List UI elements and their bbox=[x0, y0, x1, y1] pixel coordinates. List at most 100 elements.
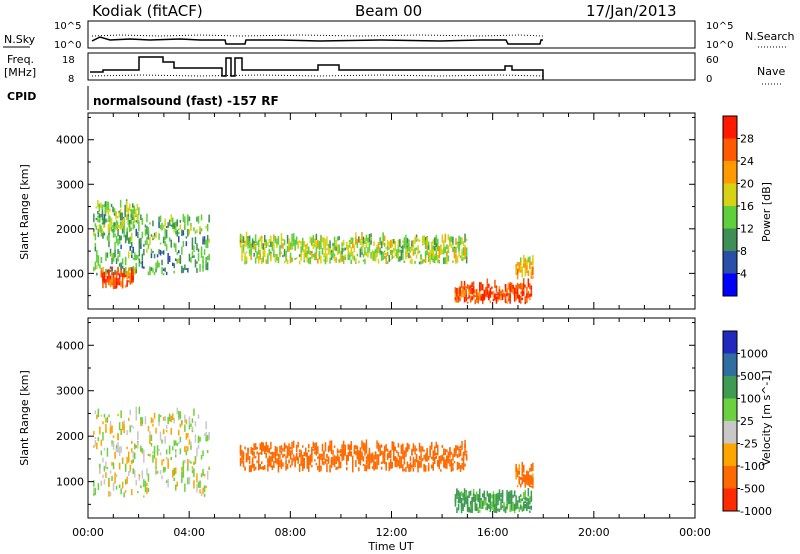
power-echo-cell bbox=[435, 246, 437, 255]
velocity-echo-cell bbox=[205, 485, 207, 489]
power-echo-cell bbox=[202, 260, 204, 269]
power-echo-cell bbox=[239, 239, 242, 243]
power-echo-cell bbox=[133, 205, 135, 215]
power-echo-cell bbox=[417, 245, 419, 250]
velocity-echo-cell bbox=[327, 457, 330, 464]
power-echo-cell bbox=[98, 213, 101, 218]
power-echo-cell bbox=[245, 256, 248, 261]
power-echo-cell bbox=[472, 281, 475, 289]
power-echo-cell bbox=[156, 254, 159, 258]
power-echo-cell bbox=[383, 255, 386, 259]
velocity-echo-cell bbox=[143, 449, 145, 456]
velocity-echo-cell bbox=[341, 452, 343, 461]
power-echo-cell bbox=[480, 294, 482, 299]
power-echo-cell bbox=[374, 248, 377, 253]
power-echo-cell bbox=[115, 235, 118, 244]
power-echo-cell bbox=[276, 238, 278, 244]
power-echo-cell bbox=[93, 213, 95, 223]
power-echo-cell bbox=[108, 240, 110, 248]
power-echo-cell bbox=[239, 233, 242, 241]
velocity-echo-cell bbox=[286, 463, 289, 469]
power-echo-cell bbox=[109, 275, 112, 283]
power-echo-cell bbox=[112, 222, 115, 230]
power-echo-cell bbox=[406, 243, 409, 246]
velocity-echo-cell bbox=[173, 440, 175, 446]
power-echo-cell bbox=[426, 237, 428, 246]
velocity-echo-cell bbox=[415, 455, 418, 458]
velocity-echo-cell bbox=[311, 453, 313, 460]
velocity-echo-cell bbox=[418, 442, 421, 451]
velocity-echo-cell bbox=[280, 459, 283, 463]
power-echo-cell bbox=[318, 250, 321, 260]
power-echo-cell bbox=[393, 256, 395, 259]
power-echo-cell bbox=[149, 266, 151, 275]
power-echo-cell bbox=[96, 272, 98, 276]
velocity-echo-cell bbox=[361, 440, 363, 449]
power-echo-cell bbox=[452, 236, 454, 245]
power-echo-cell bbox=[306, 250, 308, 254]
velocity-echo-cell bbox=[271, 451, 274, 455]
velocity-echo-cell bbox=[314, 459, 316, 462]
velocity-echo-cell bbox=[205, 435, 207, 442]
power-echo-cell bbox=[305, 252, 307, 258]
velocity-echo-cell bbox=[256, 447, 258, 450]
power-echo-cell bbox=[138, 249, 141, 257]
power-echo-cell bbox=[124, 234, 127, 244]
velocity-echo-cell bbox=[356, 445, 359, 454]
power-echo-cell bbox=[196, 267, 198, 273]
power-echo-cell bbox=[185, 241, 188, 247]
power-colorbar-swatch bbox=[723, 273, 737, 296]
power-echo-cell bbox=[103, 271, 106, 280]
velocity-colorbar-swatch bbox=[723, 443, 737, 466]
power-echo-cell bbox=[98, 204, 101, 212]
power-echo-cell bbox=[162, 224, 165, 230]
power-echo-cell bbox=[454, 297, 457, 300]
velocity-echo-cell bbox=[464, 444, 466, 448]
power-echo-cell bbox=[128, 237, 130, 244]
velocity-echo-cell bbox=[247, 457, 249, 460]
velocity-echo-cell bbox=[102, 432, 104, 441]
velocity-echo-cell bbox=[365, 465, 368, 472]
power-echo-cell bbox=[286, 259, 289, 264]
velocity-echo-cell bbox=[197, 438, 200, 444]
velocity-echo-cell bbox=[459, 445, 462, 449]
power-echo-cell bbox=[485, 291, 487, 296]
power-echo-cell bbox=[518, 284, 520, 288]
velocity-echo-cell bbox=[317, 456, 319, 459]
velocity-echo-cell bbox=[294, 456, 296, 462]
power-colorbar-tick-label: 24 bbox=[740, 155, 754, 168]
velocity-echo-cell bbox=[329, 469, 331, 472]
velocity-echo-cell bbox=[283, 453, 286, 457]
power-echo-cell bbox=[150, 248, 153, 254]
velocity-echo-cell bbox=[285, 466, 287, 471]
velocity-echo-cell bbox=[184, 446, 186, 453]
velocity-echo-cell bbox=[452, 463, 454, 467]
power-echo-cell bbox=[176, 230, 178, 237]
power-echo-cell bbox=[153, 253, 156, 259]
power-echo-cell bbox=[515, 293, 517, 301]
power-ytick-label: 2000 bbox=[56, 223, 84, 236]
power-echo-cell bbox=[501, 294, 504, 300]
power-echo-cell bbox=[127, 214, 129, 217]
velocity-echo-cell bbox=[273, 461, 275, 467]
velocity-echo-cell bbox=[516, 502, 519, 507]
velocity-echo-cell bbox=[94, 487, 97, 496]
velocity-echo-cell bbox=[292, 457, 295, 462]
velocity-echo-cell bbox=[461, 457, 463, 461]
power-echo-cell bbox=[494, 279, 496, 289]
power-echo-cell bbox=[135, 263, 137, 270]
noise-left-label: N.Sky bbox=[4, 33, 36, 46]
power-echo-cell bbox=[415, 247, 418, 251]
power-echo-cell bbox=[459, 241, 462, 246]
velocity-echo-cell bbox=[418, 455, 421, 460]
power-echo-cell bbox=[438, 249, 440, 259]
velocity-echo-cell bbox=[162, 429, 165, 434]
power-echo-cell bbox=[326, 236, 328, 243]
power-echo-cell bbox=[359, 247, 362, 250]
power-echo-cell bbox=[516, 292, 519, 299]
velocity-echo-cell bbox=[459, 465, 462, 472]
velocity-echo-cell bbox=[364, 464, 366, 472]
power-echo-cell bbox=[314, 252, 316, 261]
power-echo-cell bbox=[158, 262, 160, 268]
power-echo-cell bbox=[259, 249, 261, 254]
